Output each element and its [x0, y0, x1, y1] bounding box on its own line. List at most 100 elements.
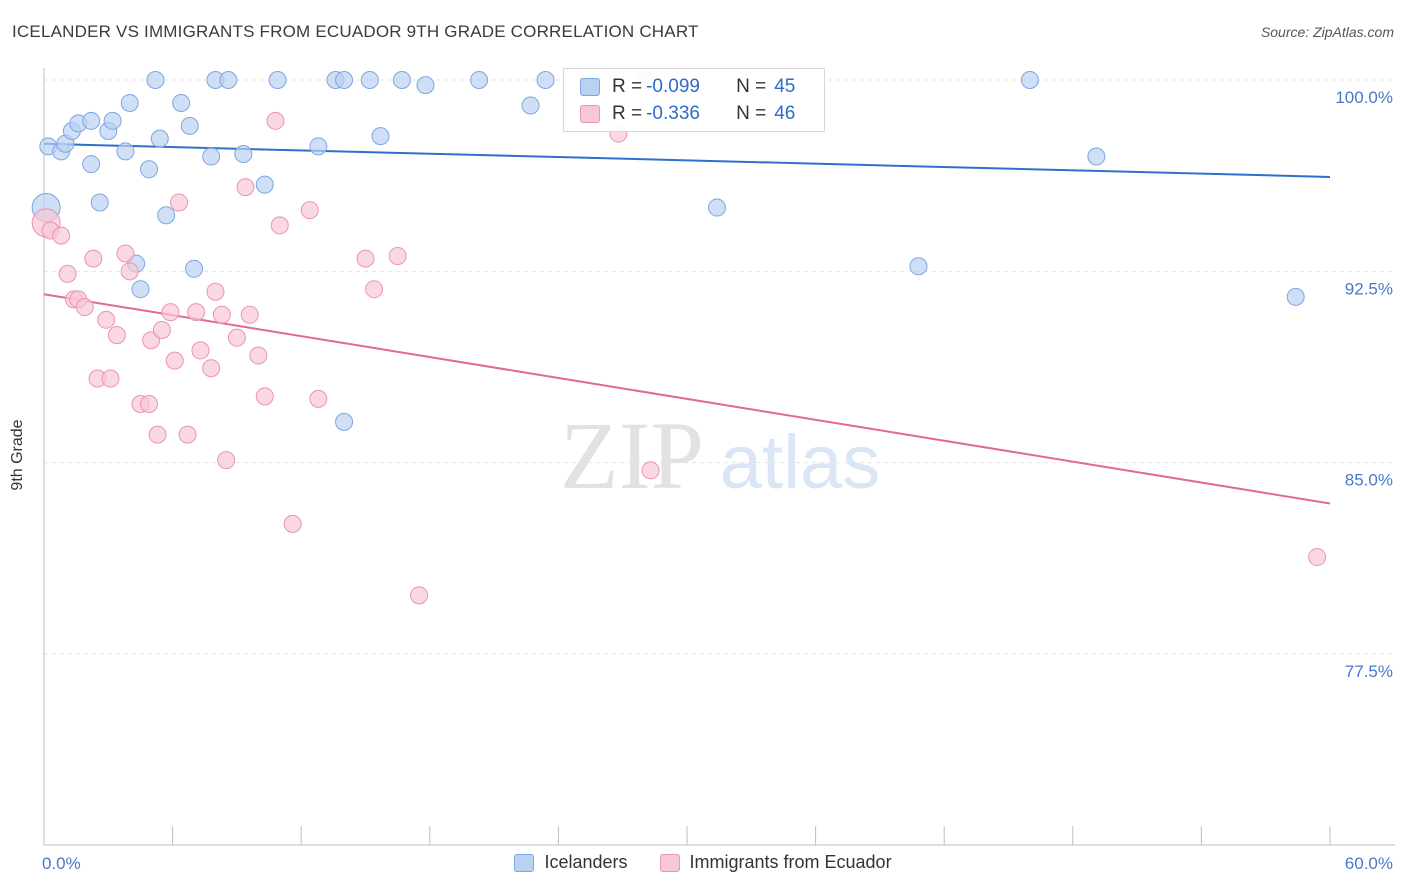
- legend-label-icelanders: Icelanders: [544, 852, 628, 872]
- legend-item-ecuador[interactable]: Immigrants from Ecuador: [659, 852, 892, 873]
- point-ecuador: [178, 425, 197, 444]
- trend-lines: [43, 142, 1331, 505]
- point-icelander: [157, 206, 176, 225]
- legend-swatch-blue: [580, 78, 600, 96]
- point-icelander: [909, 257, 928, 276]
- watermark-zip: ZIP: [560, 402, 704, 509]
- legend-r-label: R =: [612, 103, 643, 124]
- point-ecuador: [170, 193, 189, 212]
- point-icelander: [1020, 71, 1039, 89]
- source-label: Source: ZipAtlas.com: [1260, 24, 1394, 40]
- point-ecuador: [58, 264, 77, 283]
- x-tick-label: 60.0%: [1345, 854, 1393, 873]
- legend-r-value: -0.099: [646, 76, 700, 97]
- gridlines: [44, 79, 1395, 655]
- point-icelander: [708, 198, 727, 217]
- point-ecuador: [191, 341, 210, 360]
- point-ecuador: [227, 328, 246, 347]
- trend-line-icelanders: [43, 142, 1331, 178]
- y-tick-label: 100.0%: [1335, 88, 1393, 107]
- point-ecuador: [97, 310, 116, 329]
- point-icelander: [371, 127, 390, 146]
- point-icelander: [219, 71, 238, 89]
- point-icelander: [120, 93, 139, 112]
- y-tick-label: 92.5%: [1345, 279, 1393, 298]
- point-ecuador: [148, 425, 167, 444]
- point-icelander: [103, 111, 122, 130]
- point-ecuador: [255, 387, 274, 406]
- point-icelander: [335, 412, 354, 431]
- point-icelander: [185, 259, 204, 278]
- trend-line-ecuador: [43, 293, 1331, 505]
- point-ecuador: [52, 226, 71, 245]
- point-icelander: [150, 129, 169, 148]
- legend-swatch-pink: [580, 105, 600, 123]
- point-ecuador: [365, 280, 384, 299]
- y-tick-label: 77.5%: [1345, 662, 1393, 681]
- point-icelander: [268, 71, 287, 89]
- point-ecuador: [165, 351, 184, 370]
- point-ecuador: [356, 249, 375, 268]
- point-icelander: [470, 71, 489, 89]
- point-icelander: [416, 76, 435, 95]
- point-ecuador: [101, 369, 120, 388]
- point-ecuador: [187, 303, 206, 322]
- point-icelander: [360, 71, 379, 89]
- point-ecuador: [206, 282, 225, 301]
- point-icelander: [1087, 147, 1106, 166]
- bottom-legend: Icelanders Immigrants from Ecuador: [0, 852, 1406, 873]
- point-icelander: [90, 193, 109, 212]
- y-tick-label: 85.0%: [1345, 471, 1393, 490]
- point-ecuador: [1308, 548, 1327, 567]
- point-ecuador: [116, 244, 135, 263]
- point-ecuador: [283, 514, 302, 533]
- point-icelander: [1286, 287, 1305, 306]
- point-icelander: [172, 93, 191, 112]
- point-ecuador: [410, 586, 429, 605]
- point-icelander: [140, 160, 159, 179]
- point-ecuador: [152, 321, 171, 340]
- point-icelander: [309, 137, 328, 156]
- legend-label-ecuador: Immigrants from Ecuador: [689, 852, 892, 872]
- point-icelander: [521, 96, 540, 115]
- point-icelander: [392, 71, 411, 89]
- stats-legend: R = -0.099 N = 45 R = -0.336 N = 46: [563, 68, 825, 132]
- point-icelander: [116, 142, 135, 161]
- point-ecuador: [266, 111, 285, 130]
- point-ecuador: [107, 326, 126, 345]
- point-icelander: [202, 147, 221, 166]
- point-icelander: [180, 116, 199, 135]
- legend-item-icelanders[interactable]: Icelanders: [514, 852, 628, 873]
- watermark: ZIP atlas: [560, 402, 880, 509]
- point-ecuador: [388, 247, 407, 266]
- point-ecuador: [641, 461, 660, 480]
- point-ecuador: [140, 394, 159, 413]
- point-icelander: [255, 175, 274, 194]
- point-ecuador: [161, 303, 180, 322]
- point-icelander: [82, 111, 101, 130]
- legend-r-label: R =: [612, 76, 643, 97]
- legend-n-value: 45: [774, 76, 796, 97]
- point-ecuador: [84, 249, 103, 268]
- legend-n-value: 46: [774, 103, 796, 124]
- point-ecuador: [212, 305, 231, 324]
- point-ecuador: [300, 201, 319, 220]
- point-ecuador: [236, 178, 255, 197]
- point-icelander: [335, 71, 354, 89]
- legend-swatch-blue: [514, 853, 535, 872]
- data-points: [31, 71, 1327, 605]
- point-ecuador: [217, 451, 236, 470]
- x-tick-label: 0.0%: [42, 854, 81, 873]
- point-icelander: [82, 155, 101, 174]
- tick-labels: 100.0% 92.5% 85.0% 77.5% 0.0% 60.0%: [42, 88, 1393, 873]
- point-icelander: [234, 144, 253, 163]
- legend-n-label: N =: [736, 103, 767, 124]
- y-axis-label: 9th Grade: [9, 419, 26, 491]
- legend-r-value: -0.336: [646, 103, 700, 124]
- point-icelander: [146, 71, 165, 89]
- point-icelander: [131, 280, 150, 299]
- legend-n-label: N =: [736, 76, 767, 97]
- point-ecuador: [309, 389, 328, 408]
- point-ecuador: [75, 298, 94, 317]
